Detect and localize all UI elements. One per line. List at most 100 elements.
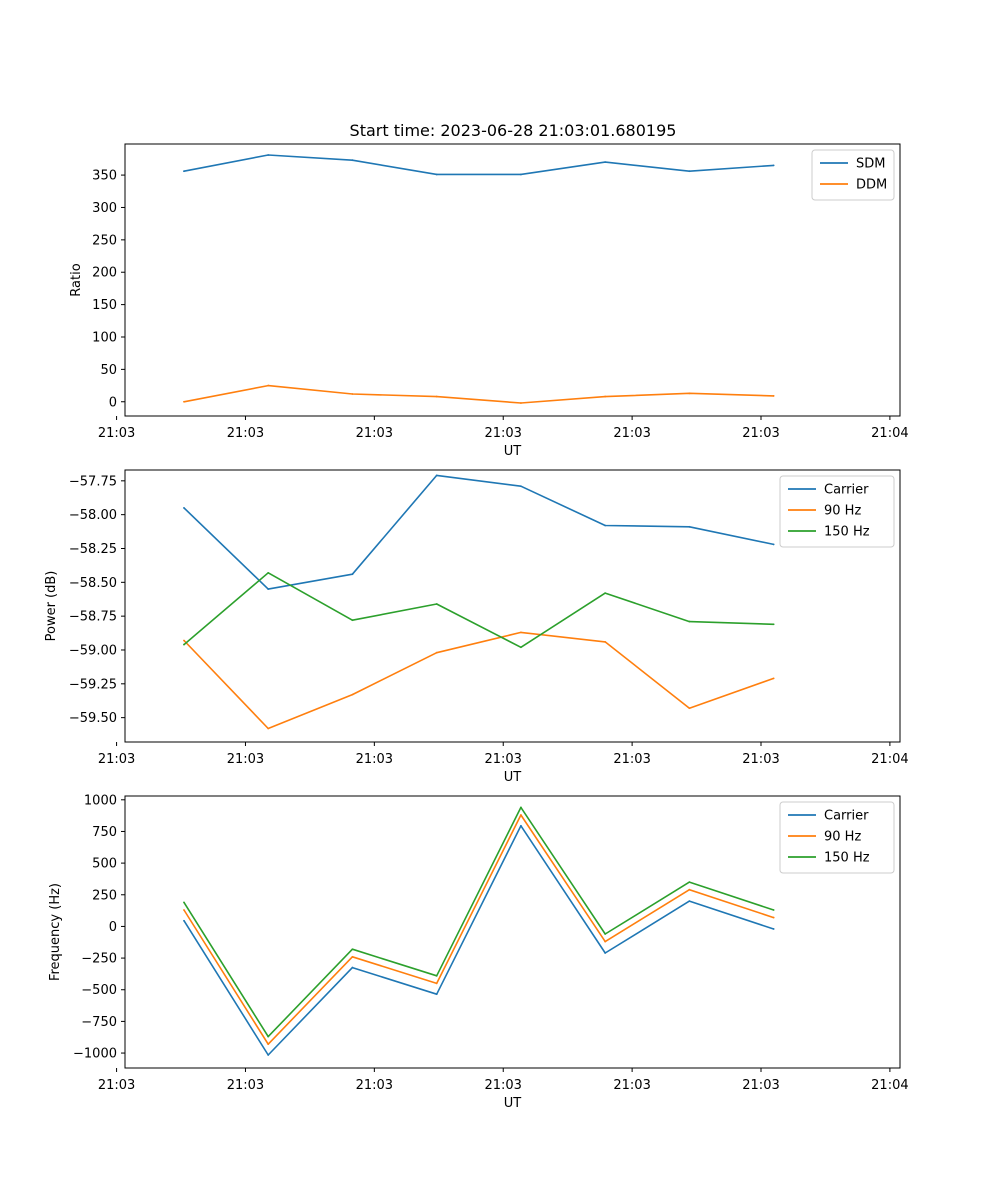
data-point [604, 952, 607, 954]
x-tick-label: 21:03 [227, 1078, 264, 1093]
legend-box [779, 475, 895, 548]
data-point [772, 909, 775, 911]
legend-box [779, 801, 895, 874]
data-point [688, 881, 691, 884]
data-point [604, 592, 607, 595]
legend-label: 90 Hz [824, 830, 861, 845]
y-tick-label: 0 [109, 395, 117, 410]
x-tick-label: 21:03 [484, 1078, 521, 1093]
x-axis-label: UT [504, 444, 522, 459]
chart-panel-2: −59.50 −59.25 −59.00 −58.75 −58.50 −58.25 −58.… [44, 469, 909, 785]
x-tick-label: 21:04 [871, 426, 908, 441]
data-point [183, 909, 185, 911]
data-point [688, 170, 691, 173]
data-point [772, 395, 775, 397]
data-point [772, 677, 775, 680]
x-tick-label: 21:03 [356, 426, 393, 441]
chart-panels: 0 50 100 150 200 250 300 350 21:03 21:03 21:03 21:0… [44, 143, 909, 1111]
series-line-150-hz [183, 806, 774, 1038]
x-tick-label: 21:03 [742, 752, 779, 767]
x-tick-label: 21:03 [613, 426, 650, 441]
data-point [688, 392, 691, 395]
data-point [688, 900, 691, 903]
y-tick-label: 1000 [84, 793, 117, 808]
x-tick-label: 21:03 [484, 752, 521, 767]
data-point [604, 395, 607, 398]
x-tick-label: 21:03 [98, 1078, 135, 1093]
x-tick-label: 21:03 [742, 1078, 779, 1093]
data-point [772, 916, 775, 919]
data-point [688, 888, 691, 891]
data-point [267, 588, 270, 590]
data-point [520, 646, 522, 649]
data-point [772, 164, 775, 167]
y-tick-label: −59.00 [69, 643, 117, 658]
data-point [435, 474, 438, 477]
y-tick-label: 350 [92, 169, 117, 184]
x-tick-label: 21:03 [356, 752, 393, 767]
legend-label: Carrier [824, 809, 869, 824]
y-axis-label: Power (dB) [44, 571, 59, 642]
data-point [435, 993, 438, 996]
data-point [267, 154, 270, 156]
data-point [267, 384, 270, 387]
series-line-carrier [183, 474, 774, 590]
data-point [435, 603, 438, 605]
data-point [183, 901, 185, 904]
x-tick-label: 21:03 [98, 426, 135, 441]
data-point [183, 506, 185, 509]
plot-area-frame [124, 795, 901, 1069]
x-tick-label: 21:03 [484, 426, 521, 441]
data-point [183, 919, 185, 922]
series-line-90-hz [183, 814, 774, 1045]
series-line-ddm [183, 384, 774, 404]
data-point [267, 727, 270, 730]
y-axis-label: Frequency (Hz) [48, 883, 63, 981]
x-tick-label: 21:04 [871, 1078, 908, 1093]
figure-title: Start time: 2023-06-28 21:03:01.680195 [350, 121, 677, 140]
y-tick-label: −500 [81, 983, 117, 998]
x-axis-label: UT [504, 770, 522, 785]
data-point [604, 524, 607, 527]
data-point [604, 933, 607, 935]
x-tick-label: 21:03 [742, 426, 779, 441]
y-tick-label: −57.75 [69, 474, 117, 489]
data-point [688, 525, 691, 528]
legend-label: 90 Hz [824, 504, 861, 519]
data-point [435, 173, 438, 176]
legend-label: 150 Hz [824, 525, 870, 540]
y-tick-label: 300 [92, 201, 117, 216]
y-tick-label: 250 [92, 233, 117, 248]
y-tick-label: 200 [92, 266, 117, 281]
series-line-90-hz [183, 631, 774, 730]
data-point [351, 573, 354, 576]
x-tick-label: 21:03 [613, 1078, 650, 1093]
x-tick-label: 21:03 [356, 1078, 393, 1093]
data-point [267, 571, 270, 574]
data-point [520, 402, 522, 404]
data-point [520, 631, 522, 634]
y-tick-label: −58.50 [69, 576, 117, 591]
y-tick-label: −59.25 [69, 677, 117, 692]
y-tick-label: −750 [81, 1015, 117, 1030]
y-tick-label: −58.75 [69, 610, 117, 625]
data-point [772, 623, 775, 626]
y-tick-label: 750 [92, 825, 117, 840]
legend-label: DDM [856, 178, 887, 193]
data-point [604, 940, 607, 943]
x-tick-label: 21:03 [98, 752, 135, 767]
series-line-150-hz [183, 571, 774, 649]
legend: Carrier 90 Hz 150 Hz [779, 801, 895, 874]
data-point [183, 639, 185, 642]
chart-panel-1: 0 50 100 150 200 250 300 350 21:03 21:03 21:03 21:0… [69, 143, 909, 459]
data-point [351, 619, 354, 622]
data-point [688, 707, 691, 710]
y-tick-label: 150 [92, 298, 117, 313]
y-tick-label: −1000 [73, 1047, 117, 1062]
data-point [435, 651, 438, 654]
y-tick-label: 100 [92, 330, 117, 345]
data-point [772, 543, 775, 546]
x-tick-label: 21:03 [613, 752, 650, 767]
data-point [772, 928, 775, 930]
